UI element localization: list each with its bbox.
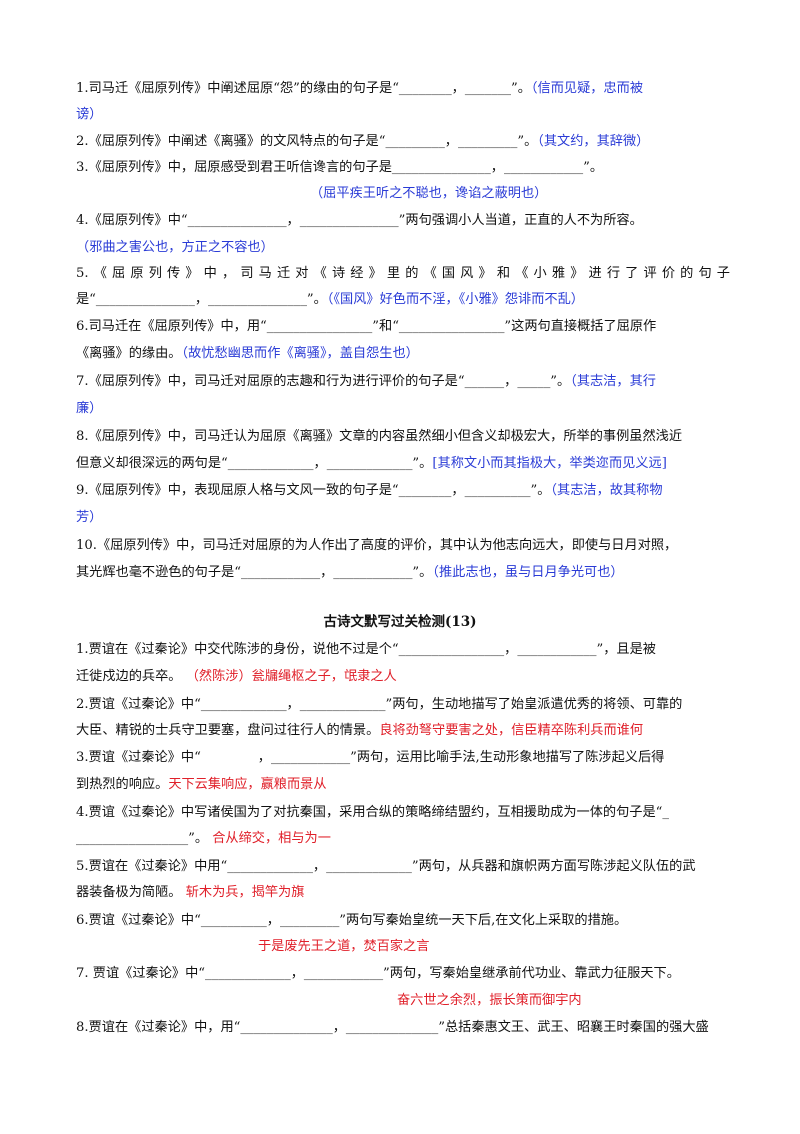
question-text: 器装备极为简陋。 bbox=[76, 885, 182, 900]
answer-continuation: 廉） bbox=[76, 401, 103, 416]
question-text: 4.《屈原列传》中“_______________，______________… bbox=[76, 213, 643, 228]
question-text: 但意义却很深远的两句是“_____________，_____________”… bbox=[76, 456, 433, 471]
answer-text: 天下云集响应，赢粮而景从 bbox=[168, 777, 327, 792]
answer-text: （《国风》好色而不淫，《小雅》怨诽而不乱） bbox=[326, 292, 584, 307]
question-text: 7. 贾谊《过秦论》中“_____________，____________”两… bbox=[76, 966, 680, 981]
question-text: 是“_______________，_______________”。 bbox=[76, 292, 327, 307]
question-10: 10.《屈原列传》中，司马迁对屈原的为人作出了高度的评价，其中认为他志向远大，即… bbox=[76, 537, 730, 555]
answer-text: 斩木为兵，揭竿为旗 bbox=[185, 885, 305, 900]
answer-text: 良将劲弩守要害之处，信臣精卒陈利兵而谁何 bbox=[379, 723, 644, 738]
question-text: 6.贾谊《过秦论》中“__________，_________”两句写秦始皇统一… bbox=[76, 913, 628, 928]
answer-text: 合从缔交，相与为一 bbox=[212, 831, 331, 846]
answer-text: （邪曲之害公也，方正之不容也） bbox=[76, 240, 274, 255]
answer-text: （其志洁，故其称物 bbox=[550, 483, 663, 498]
question-text: 6.司马迁在《屈原列传》中，用“________________”和“_____… bbox=[76, 319, 657, 334]
question-text: 1.司马迁《屈原列传》中阐述屈原“怨”的缘由的句子是“________，____… bbox=[76, 81, 531, 96]
question-8-line-2: 但意义却很深远的两句是“_____________，_____________”… bbox=[76, 455, 730, 473]
question-text: 到热烈的响应。 bbox=[76, 777, 169, 792]
question-text: 其光辉也毫不逊色的句子是“____________，____________”。 bbox=[76, 565, 433, 580]
answer-text: 于是废先王之道，焚百家之言 bbox=[258, 939, 430, 954]
question-8: 8.《屈原列传》中，司马迁认为屈原《离骚》文章的内容虽然细小但含义却极宏大，所举… bbox=[76, 428, 730, 446]
question-text: 8.《屈原列传》中，司马迁认为屈原《离骚》文章的内容虽然细小但含义却极宏大，所举… bbox=[76, 429, 683, 444]
section-title: 古诗文默写过关检测(13) bbox=[323, 614, 477, 630]
question-text: 5.《屈原列传》中，司马迁对《诗经》里的《国风》和《小雅》进行了评价的句子 bbox=[76, 266, 730, 281]
question-text: 3.贾谊《过秦论》中“ ，____________”两句，运用比喻手法,生动形象… bbox=[76, 750, 665, 765]
answer-text: 奋六世之余烈，振长策而御宇内 bbox=[397, 993, 582, 1008]
question-2: 2.《屈原列传》中阐述《离骚》的文风特点的句子是“_________，_____… bbox=[76, 133, 730, 151]
question-4-line-2: _________________”。 合从缔交，相与为一 bbox=[76, 830, 730, 848]
question-1: 1.司马迁《屈原列传》中阐述屈原“怨”的缘由的句子是“________，____… bbox=[76, 80, 730, 98]
answer-text: （然陈涉）瓮牖绳枢之子，氓隶之人 bbox=[185, 669, 397, 684]
question-text: 2.贾谊《过秦论》中“_____________，_____________”两… bbox=[76, 697, 683, 712]
question-text: 4.贾谊《过秦论》中写诸侯国为了对抗秦国，采用合纵的策略缔结盟约，互相援助成为一… bbox=[76, 805, 669, 820]
question-1: 1.贾谊在《过秦论》中交代陈涉的身份，说他不过是个“______________… bbox=[76, 641, 730, 659]
answer-continuation: 谤） bbox=[76, 107, 103, 122]
answer-text: （信而见疑，忠而被 bbox=[530, 81, 644, 96]
question-8: 8.贾谊在《过秦论》中，用“______________，___________… bbox=[76, 1019, 730, 1037]
question-9: 9.《屈原列传》中，表现屈原人格与文风一致的句子是“________，_____… bbox=[76, 482, 730, 500]
question-text: 8.贾谊在《过秦论》中，用“______________，___________… bbox=[76, 1020, 709, 1035]
answer-text: [其称文小而其指极大，举类迩而见义远] bbox=[432, 456, 667, 471]
answer-text: （故忧愁幽思而作《离骚》，盖自怨生也） bbox=[181, 346, 419, 361]
question-7: 7. 贾谊《过秦论》中“_____________，____________”两… bbox=[76, 965, 730, 983]
question-1-line-2: 迁徙戍边的兵卒。 （然陈涉）瓮牖绳枢之子，氓隶之人 bbox=[76, 668, 730, 686]
question-3-line-2: 到热烈的响应。天下云集响应，赢粮而景从 bbox=[76, 776, 730, 794]
question-4: 4.《屈原列传》中“_______________，______________… bbox=[76, 212, 730, 230]
question-text: 10.《屈原列传》中，司马迁对屈原的为人作出了高度的评价，其中认为他志向远大，即… bbox=[76, 538, 678, 553]
question-text: 7.《屈原列传》中，司马迁对屈原的志趣和行为进行评价的句子是“______，__… bbox=[76, 374, 571, 389]
question-text: 9.《屈原列传》中，表现屈原人格与文风一致的句子是“________，_____… bbox=[76, 483, 551, 498]
question-6: 6.司马迁在《屈原列传》中，用“________________”和“_____… bbox=[76, 318, 730, 336]
question-text: 3.《屈原列传》中，屈原感受到君王听信谗言的句子是_______________… bbox=[76, 160, 604, 175]
question-4: 4.贾谊《过秦论》中写诸侯国为了对抗秦国，采用合纵的策略缔结盟约，互相援助成为一… bbox=[76, 804, 730, 822]
question-5: 5.《屈原列传》中，司马迁对《诗经》里的《国风》和《小雅》进行了评价的句子 bbox=[76, 265, 730, 283]
question-text: 2.《屈原列传》中阐述《离骚》的文风特点的句子是“_________，_____… bbox=[76, 134, 538, 149]
question-6-line-2: 《离骚》的缘由。（故忧愁幽思而作《离骚》，盖自怨生也） bbox=[76, 345, 730, 363]
question-7: 7.《屈原列传》中，司马迁对屈原的志趣和行为进行评价的句子是“______，__… bbox=[76, 373, 730, 391]
question-text: 迁徙戍边的兵卒。 bbox=[76, 669, 182, 684]
question-10-line-2: 其光辉也毫不逊色的句子是“____________，____________”。… bbox=[76, 564, 730, 582]
question-text: _________________”。 bbox=[76, 831, 209, 846]
answer-text: （其志洁，其行 bbox=[570, 374, 656, 389]
question-6: 6.贾谊《过秦论》中“__________，_________”两句写秦始皇统一… bbox=[76, 912, 730, 930]
question-text: 大臣、精锐的士兵守卫要塞，盘问过往行人的情景。 bbox=[76, 723, 380, 738]
question-text: 5.贾谊在《过秦论》中用“_____________，_____________… bbox=[76, 859, 696, 874]
answer-continuation: 芳） bbox=[76, 510, 103, 525]
answer-text: （屈平疾王听之不聪也，谗谄之蔽明也） bbox=[310, 186, 548, 201]
question-5-line-2: 器装备极为简陋。 斩木为兵，揭竿为旗 bbox=[76, 884, 730, 902]
question-5-line-2: 是“_______________，_______________”。（《国风》… bbox=[76, 291, 730, 309]
question-2-line-2: 大臣、精锐的士兵守卫要塞，盘问过往行人的情景。良将劲弩守要害之处，信臣精卒陈利兵… bbox=[76, 722, 730, 740]
answer-text: （推此志也，虽与日月争光可也） bbox=[432, 565, 624, 580]
question-text: 1.贾谊在《过秦论》中交代陈涉的身份，说他不过是个“______________… bbox=[76, 642, 656, 657]
question-2: 2.贾谊《过秦论》中“_____________，_____________”两… bbox=[76, 696, 730, 714]
question-5: 5.贾谊在《过秦论》中用“_____________，_____________… bbox=[76, 858, 730, 876]
question-text: 《离骚》的缘由。 bbox=[76, 346, 182, 361]
answer-text: （其文约，其辞微） bbox=[537, 134, 650, 149]
question-3: 3.《屈原列传》中，屈原感受到君王听信谗言的句子是_______________… bbox=[76, 159, 730, 177]
question-3: 3.贾谊《过秦论》中“ ，____________”两句，运用比喻手法,生动形象… bbox=[76, 749, 730, 767]
